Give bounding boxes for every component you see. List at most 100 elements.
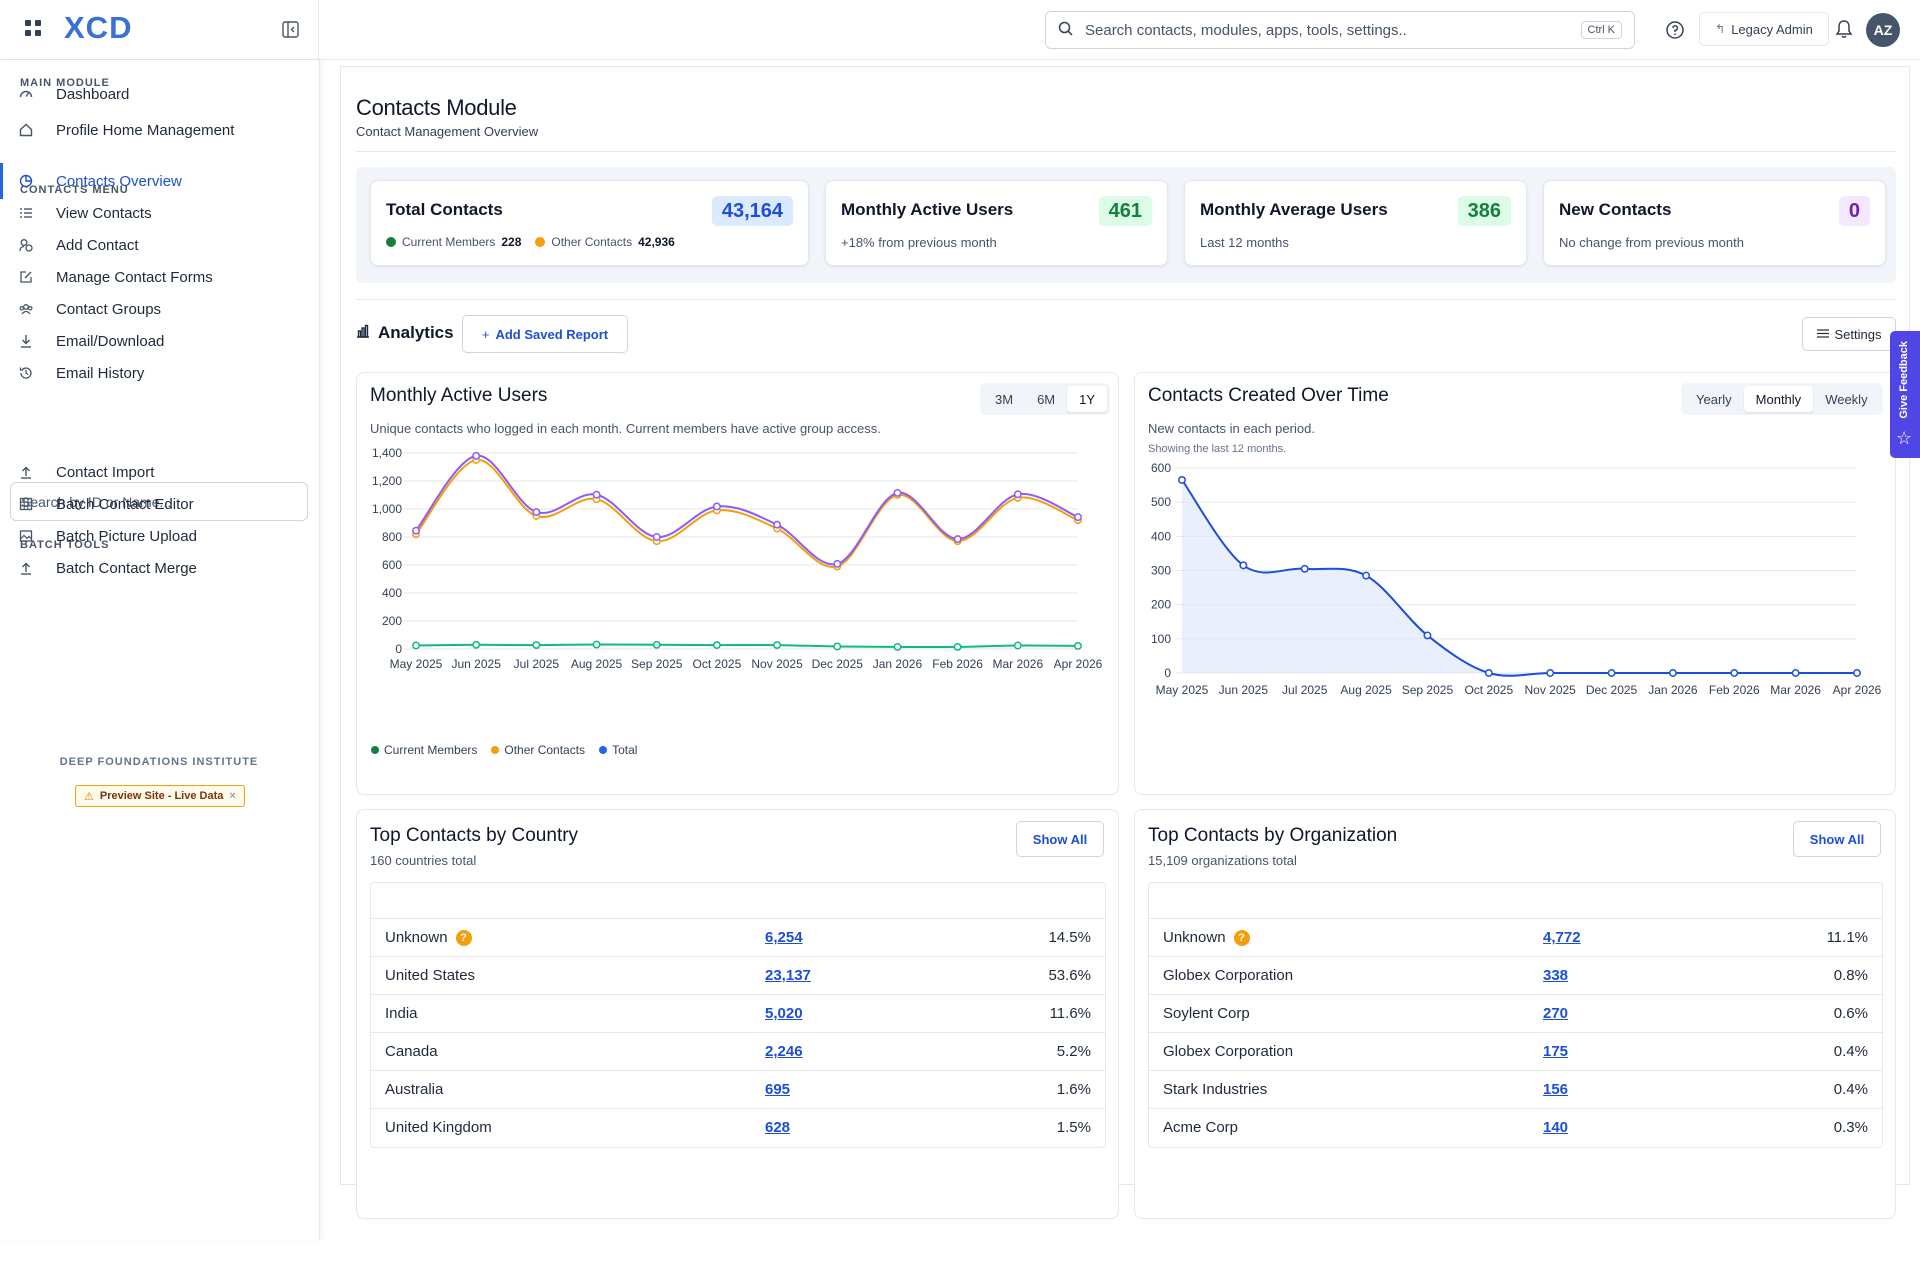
sidebar-item-batch-editor[interactable]: Batch Contact Editor bbox=[0, 486, 318, 522]
sidebar-item-manage-forms[interactable]: Manage Contact Forms bbox=[0, 259, 318, 295]
table-row[interactable]: Soylent Corp 270 0.6% bbox=[1149, 994, 1882, 1033]
show-all-countries-button[interactable]: Show All bbox=[1016, 821, 1104, 857]
row-count-link[interactable]: 6,254 bbox=[765, 929, 803, 946]
sidebar-item-add-contact[interactable]: Add Contact bbox=[0, 227, 318, 263]
row-count-link[interactable]: 4,772 bbox=[1543, 929, 1581, 946]
row-count-cell: 5,020 bbox=[751, 994, 933, 1033]
notifications-bell-icon[interactable] bbox=[1835, 19, 1853, 39]
range-1y-button[interactable]: 1Y bbox=[1067, 386, 1108, 412]
sidebar-item-contacts-overview[interactable]: Contacts Overview bbox=[0, 163, 318, 199]
stat-value: 386 bbox=[1457, 196, 1511, 226]
table-row[interactable]: Acme Corp 140 0.3% bbox=[1149, 1108, 1882, 1147]
table-row[interactable]: Australia 695 1.6% bbox=[371, 1070, 1105, 1109]
row-name: Globex Corporation bbox=[1163, 967, 1294, 984]
legend-item: Other Contacts bbox=[491, 743, 585, 757]
stat-card-monthly-average[interactable]: Monthly Average Users 386 Last 12 months bbox=[1184, 180, 1527, 266]
sidebar-item-email-history[interactable]: Email History bbox=[0, 355, 318, 391]
row-count-link[interactable]: 5,020 bbox=[765, 1005, 803, 1022]
sidebar-item-label: Contacts Overview bbox=[56, 172, 182, 190]
period-monthly-button[interactable]: Monthly bbox=[1743, 386, 1814, 412]
sliders-icon bbox=[1816, 327, 1829, 342]
table-row[interactable]: Canada 2,246 5.2% bbox=[371, 1032, 1105, 1071]
global-search[interactable]: Search contacts, modules, apps, tools, s… bbox=[1045, 11, 1635, 49]
sidebar-item-dashboard[interactable]: Dashboard bbox=[0, 76, 318, 112]
table-row[interactable]: Globex Corporation 175 0.4% bbox=[1149, 1032, 1882, 1071]
analytics-settings-button[interactable]: Settings bbox=[1802, 317, 1896, 351]
row-count-link[interactable]: 2,246 bbox=[765, 1043, 803, 1060]
page-title: Contacts Module bbox=[356, 95, 517, 120]
range-3m-button[interactable]: 3M bbox=[995, 391, 1014, 407]
help-icon[interactable] bbox=[1666, 21, 1684, 39]
row-percent: 53.6% bbox=[932, 956, 1105, 995]
sidebar-item-batch-merge[interactable]: Batch Contact Merge bbox=[0, 550, 318, 586]
sidebar-item-label: Contact Groups bbox=[56, 300, 162, 318]
table-row[interactable]: Unknown? 6,254 14.5% bbox=[371, 918, 1105, 957]
x-tick-label: Feb 2026 bbox=[932, 657, 983, 671]
legacy-admin-button[interactable]: ↰ Legacy Admin bbox=[1699, 12, 1829, 46]
sidebar-item-email-download[interactable]: Email/Download bbox=[0, 323, 318, 359]
sidebar-item-contact-groups[interactable]: Contact Groups bbox=[0, 291, 318, 327]
give-feedback-tab[interactable]: Give Feedback ☆ bbox=[1890, 331, 1920, 458]
row-percent: 5.2% bbox=[932, 1032, 1105, 1071]
card-subtitle: 15,109 organizations total bbox=[1148, 853, 1297, 868]
stat-subtext: +18% from previous month bbox=[841, 235, 997, 250]
table-row[interactable]: Stark Industries 156 0.4% bbox=[1149, 1070, 1882, 1109]
warning-icon: ⚠ bbox=[84, 790, 94, 803]
table-row[interactable]: United States 23,137 53.6% bbox=[371, 956, 1105, 995]
card-title: Top Contacts by Organization bbox=[1148, 825, 1398, 846]
add-saved-report-button[interactable]: + Add Saved Report bbox=[462, 315, 628, 353]
stat-card-new-contacts[interactable]: New Contacts 0 No change from previous m… bbox=[1543, 180, 1886, 266]
legend-label: Other Contacts bbox=[504, 743, 586, 757]
legend-item: Total bbox=[599, 743, 637, 757]
row-count-link[interactable]: 338 bbox=[1543, 967, 1569, 984]
range-6m-button[interactable]: 6M bbox=[1037, 391, 1056, 407]
sidebar-item-contact-import[interactable]: Contact Import bbox=[0, 454, 318, 490]
stat-title: Total Contacts bbox=[386, 200, 503, 219]
sidebar-item-label: Manage Contact Forms bbox=[56, 268, 213, 286]
row-count-link[interactable]: 140 bbox=[1543, 1119, 1569, 1137]
stat-value: 43,164 bbox=[711, 196, 793, 226]
app-logo[interactable]: XCD bbox=[64, 10, 133, 45]
legend-dot-icon bbox=[491, 746, 500, 754]
data-point bbox=[1074, 641, 1082, 650]
table-row[interactable]: Unknown? 4,772 11.1% bbox=[1149, 918, 1882, 957]
collapse-sidebar-icon[interactable] bbox=[282, 21, 299, 38]
card-subtitle: 160 countries total bbox=[370, 853, 477, 868]
table-row[interactable]: United Kingdom 628 1.5% bbox=[371, 1108, 1105, 1147]
table-row[interactable]: Globex Corporation 338 0.8% bbox=[1149, 956, 1882, 995]
row-count-link[interactable]: 175 bbox=[1543, 1043, 1569, 1060]
row-name: Canada bbox=[385, 1043, 438, 1060]
row-count-link[interactable]: 695 bbox=[765, 1081, 791, 1098]
row-name: Unknown bbox=[385, 928, 448, 946]
data-point bbox=[953, 642, 962, 651]
unknown-help-icon[interactable]: ? bbox=[1233, 930, 1250, 947]
row-count-cell: 338 bbox=[1529, 956, 1701, 995]
legend-dot-icon bbox=[371, 746, 379, 754]
data-point bbox=[773, 520, 782, 529]
stat-value: 0 bbox=[1838, 196, 1870, 226]
y-tick-label: 300 bbox=[1151, 564, 1171, 578]
close-icon[interactable]: × bbox=[229, 790, 236, 802]
table-row[interactable]: India 5,020 11.6% bbox=[371, 994, 1105, 1033]
period-yearly-button[interactable]: Yearly bbox=[1696, 391, 1732, 407]
row-count-link[interactable]: 23,137 bbox=[765, 967, 811, 984]
apps-grid-icon[interactable] bbox=[25, 20, 41, 36]
sidebar-item-batch-picture[interactable]: Batch Picture Upload bbox=[0, 518, 318, 554]
row-count-link[interactable]: 628 bbox=[765, 1119, 791, 1137]
show-all-orgs-button[interactable]: Show All bbox=[1793, 821, 1881, 857]
row-count-link[interactable]: 270 bbox=[1543, 1005, 1569, 1022]
stat-card-monthly-active[interactable]: Monthly Active Users 461 +18% from previ… bbox=[825, 180, 1168, 266]
data-point bbox=[893, 642, 902, 651]
sidebar-search-input[interactable]: Search by ID or Name... bbox=[10, 482, 308, 521]
row-count-link[interactable]: 156 bbox=[1543, 1081, 1569, 1098]
period-toggle: Yearly Monthly Weekly bbox=[1681, 383, 1883, 415]
sidebar-item-profile-home[interactable]: Profile Home Management bbox=[0, 112, 318, 148]
others-dot-icon bbox=[535, 237, 546, 247]
unknown-help-icon[interactable]: ? bbox=[455, 930, 472, 947]
user-avatar[interactable]: AZ bbox=[1866, 13, 1900, 47]
stat-card-total-contacts[interactable]: Total Contacts 43,164 Current Members 22… bbox=[370, 180, 809, 266]
row-percent: 11.6% bbox=[932, 994, 1105, 1033]
chart-legend: Current Members Other Contacts Total bbox=[371, 743, 637, 757]
sidebar-item-view-contacts[interactable]: View Contacts bbox=[0, 195, 318, 231]
period-weekly-button[interactable]: Weekly bbox=[1825, 391, 1868, 407]
